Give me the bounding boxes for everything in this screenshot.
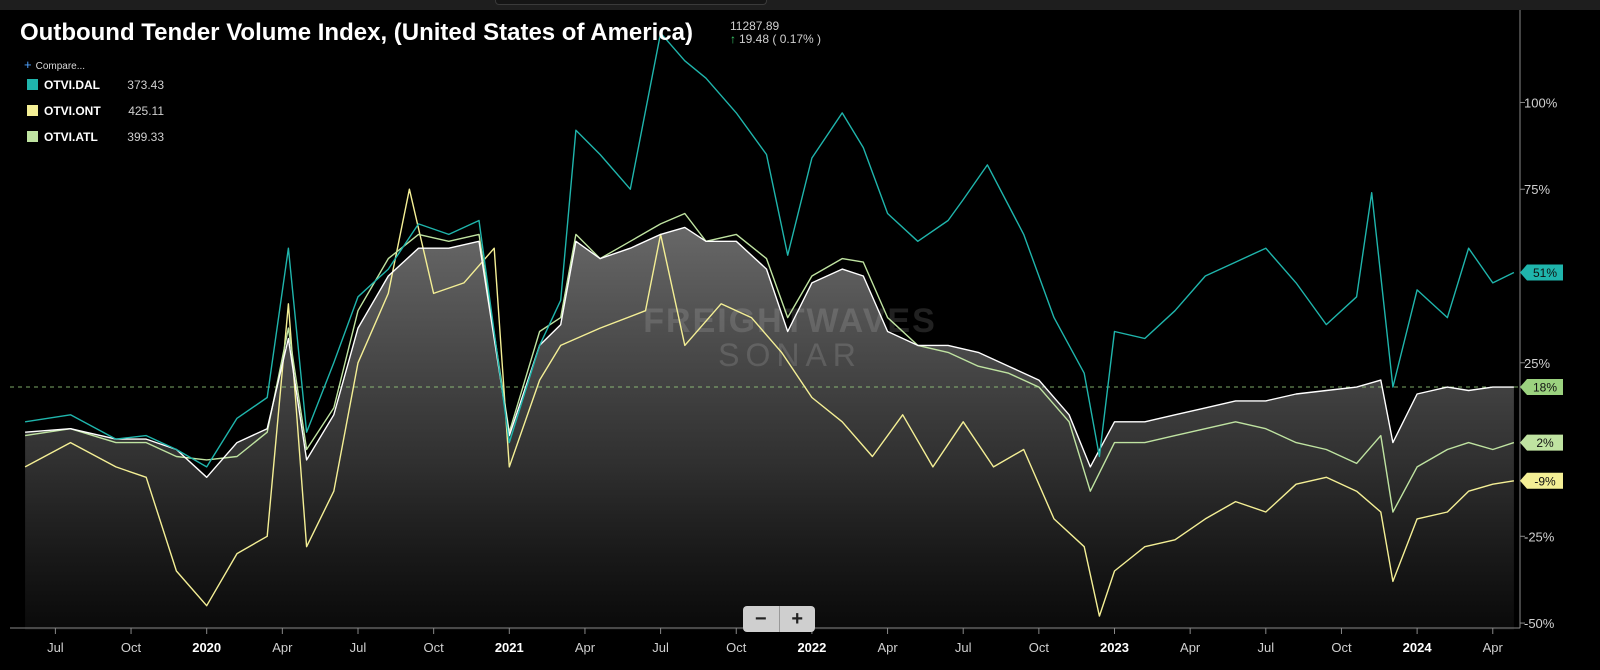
x-tick-label: Apr	[1483, 640, 1504, 655]
end-label: -9%	[1520, 472, 1563, 489]
zoom-controls: − +	[743, 606, 815, 632]
zoom-out-button[interactable]: −	[743, 606, 780, 632]
x-tick-label: 2022	[797, 640, 826, 655]
series-line-otvi-ont	[24, 188, 1515, 617]
top-bar	[0, 0, 1600, 10]
x-tick-label: 2021	[495, 640, 524, 655]
compare-label: Compare...	[35, 61, 86, 72]
x-tick-label: Oct	[726, 640, 747, 655]
watermark-line2: SONAR	[718, 337, 862, 373]
series-line-otvi-atl	[24, 212, 1515, 513]
end-label-tag	[1520, 264, 1563, 281]
x-tick-label: Jul	[955, 640, 972, 655]
legend-item-atl[interactable]: OTVI.ATL 399.33	[27, 130, 164, 144]
composite-area	[25, 227, 1514, 630]
x-tick-label: Apr	[877, 640, 898, 655]
end-label-text: 18%	[1533, 381, 1557, 395]
watermark: FREIGHTWAVES SONAR	[643, 302, 937, 373]
x-tick-label: 2023	[1100, 640, 1129, 655]
legend-value: 373.43	[127, 78, 164, 92]
end-label-tag	[1520, 472, 1563, 489]
end-label: 18%	[1520, 379, 1563, 396]
chart-title: Outbound Tender Volume Index, (United St…	[20, 19, 693, 46]
y-tick-label: -50%	[1524, 616, 1555, 631]
legend-value: 399.33	[127, 130, 164, 144]
legend-swatch	[27, 105, 38, 116]
up-arrow-icon: ↑	[730, 32, 736, 46]
end-label-text: 51%	[1533, 266, 1557, 280]
x-tick-label: Jul	[47, 640, 64, 655]
legend-name: OTVI.ATL	[44, 130, 98, 144]
end-label-tag	[1520, 434, 1563, 451]
end-label-tag	[1520, 379, 1563, 396]
legend-name: OTVI.DAL	[44, 78, 100, 92]
series-line-composite	[25, 226, 1514, 478]
legend-swatch	[27, 79, 38, 90]
plus-icon: +	[24, 57, 32, 72]
y-tick-label: 100%	[1524, 95, 1558, 110]
x-tick-label: Oct	[1331, 640, 1352, 655]
y-tick-label: 25%	[1524, 356, 1550, 371]
index-value: 11287.89	[730, 19, 780, 33]
watermark-line1: FREIGHTWAVES	[643, 302, 937, 340]
index-change-text: 19.48 ( 0.17% )	[739, 32, 822, 46]
x-tick-label: Apr	[1180, 640, 1201, 655]
compare-button[interactable]: + Compare...	[24, 57, 85, 72]
x-tick-label: Apr	[575, 640, 596, 655]
x-tick-label: 2020	[192, 640, 221, 655]
end-label-text: -9%	[1534, 474, 1556, 488]
end-label-text: 2%	[1536, 436, 1554, 450]
x-tick-label: Oct	[1029, 640, 1050, 655]
y-tick-label: 75%	[1524, 182, 1550, 197]
legend-value: 425.11	[128, 104, 164, 118]
y-tick-label: -25%	[1524, 529, 1555, 544]
legend-item-ont[interactable]: OTVI.ONT 425.11	[27, 104, 164, 118]
legend-name: OTVI.ONT	[44, 104, 101, 118]
end-label: 51%	[1520, 264, 1563, 281]
top-tab[interactable]	[495, 0, 767, 5]
legend-swatch	[27, 131, 38, 142]
x-tick-label: Oct	[121, 640, 142, 655]
end-label: 2%	[1520, 434, 1563, 451]
x-tick-label: 2024	[1403, 640, 1433, 655]
x-tick-label: Oct	[424, 640, 445, 655]
legend-item-dal[interactable]: OTVI.DAL 373.43	[27, 78, 164, 92]
x-tick-label: Jul	[350, 640, 367, 655]
x-tick-label: Jul	[1257, 640, 1274, 655]
x-tick-label: Jul	[652, 640, 669, 655]
zoom-in-button[interactable]: +	[791, 607, 804, 630]
index-change: ↑ 19.48 ( 0.17% )	[730, 32, 821, 46]
series-line-otvi-dal	[24, 32, 1515, 468]
x-tick-label: Apr	[272, 640, 293, 655]
